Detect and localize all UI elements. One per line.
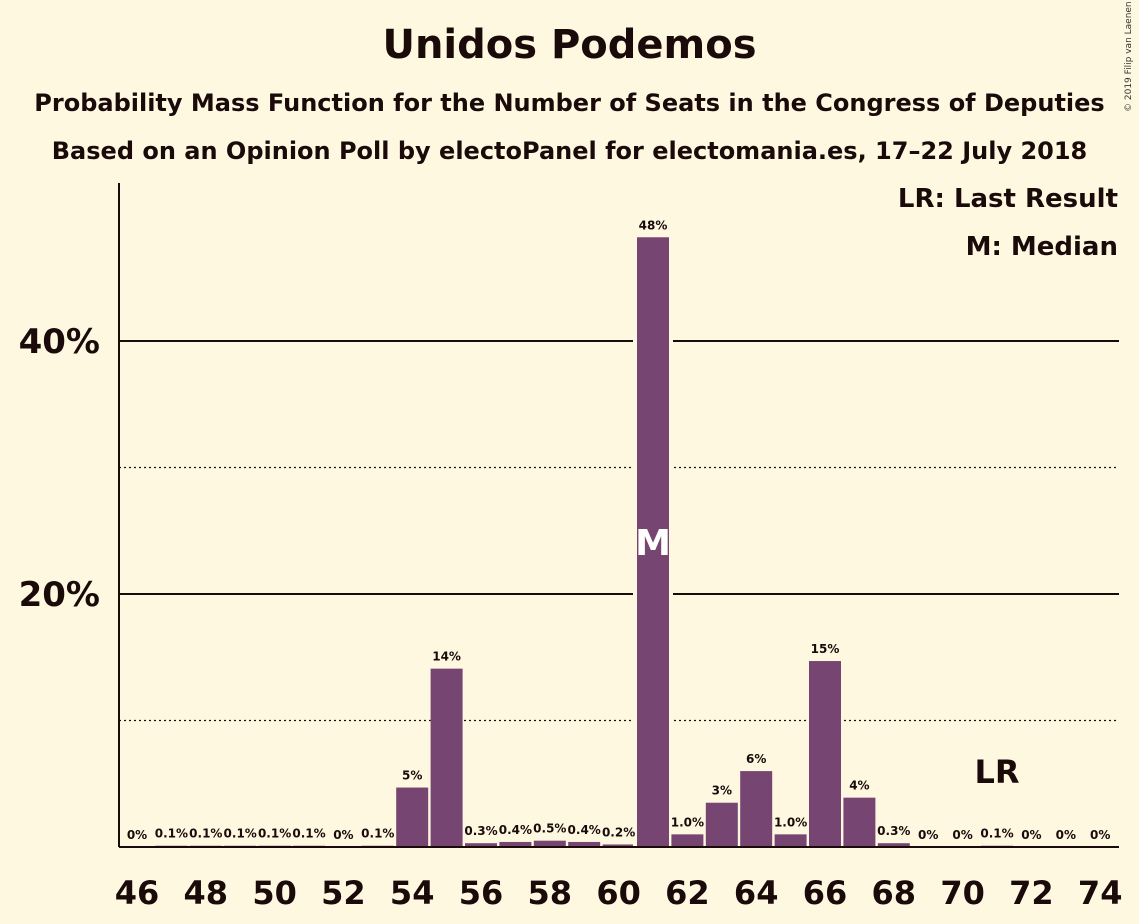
x-tick-68: 68 [872,874,917,912]
bar-label-50: 0.1% [258,827,291,841]
bar-55 [430,668,463,847]
bar-label-71: 0.1% [980,827,1013,841]
bar-label-72: 0% [1021,828,1041,842]
y-tick-labels: 20% 40% [19,322,100,615]
gridlines [119,340,1119,722]
x-tick-70: 70 [940,874,985,912]
bar-label-54: 5% [402,769,422,783]
bar-label-47: 0.1% [155,827,188,841]
x-tick-labels: 46 48 50 52 54 56 58 60 62 64 66 68 70 72 74 [115,874,1123,912]
bar-label-62: 1.0% [671,815,704,829]
bars [155,237,1013,847]
chart-subtitle: Probability Mass Function for the Number… [34,89,1105,117]
bar-58 [533,840,566,847]
bar-label-65: 1.0% [774,815,807,829]
legend-last-result: LR: Last Result [897,184,1118,214]
x-tick-58: 58 [528,874,573,912]
bar-label-53: 0.1% [361,827,394,841]
bar-63 [705,802,738,847]
bar-label-73: 0% [1056,828,1076,842]
bar-label-66: 15% [811,642,840,656]
bar-59 [568,841,601,847]
bar-64 [740,771,773,847]
x-tick-64: 64 [734,874,779,912]
x-tick-46: 46 [115,874,160,912]
bar-label-48: 0.1% [189,827,222,841]
x-tick-50: 50 [252,874,297,912]
bar-label-58: 0.5% [533,822,566,836]
chart-title: Unidos Podemos [382,22,757,68]
bar-label-55: 14% [432,650,461,664]
x-tick-66: 66 [803,874,848,912]
x-tick-62: 62 [665,874,710,912]
x-tick-52: 52 [321,874,366,912]
x-tick-56: 56 [459,874,504,912]
bar-label-63: 3% [712,784,732,798]
bar-label-67: 4% [849,779,869,793]
bar-66 [809,661,841,847]
x-tick-60: 60 [596,874,641,912]
axes [118,183,1119,848]
bar-label-49: 0.1% [224,827,257,841]
bar-56 [465,843,497,847]
bar-61 [637,237,669,847]
bar-57 [499,841,532,847]
bar-label-70: 0% [952,828,972,842]
bar-68 [877,843,910,847]
bar-65 [774,834,807,847]
last-result-marker: LR [974,753,1019,791]
median-marker: M [635,523,671,564]
bar-label-60: 0.2% [602,825,635,839]
bar-label-56: 0.3% [464,824,497,838]
bar-label-57: 0.4% [499,823,532,837]
x-tick-48: 48 [184,874,229,912]
bar-label-59: 0.4% [568,823,601,837]
bar-60 [602,844,635,847]
y-tick-40: 40% [19,322,100,362]
x-tick-74: 74 [1078,874,1123,912]
bar-67 [843,797,876,847]
legend-median: M: Median [965,232,1118,262]
bar-label-74: 0% [1090,828,1110,842]
bar-label-61: 48% [639,218,668,232]
bar-label-51: 0.1% [292,827,325,841]
bar-labels: 0% 0.1% 0.1% 0.1% 0.1% 0.1% 0% 0.1%5%14%0.3% 0.4… [127,218,1111,842]
bar-62 [671,834,704,847]
bar-54 [396,787,429,847]
markers: M LR [635,523,1019,791]
bar-label-46: 0% [127,828,147,842]
x-tick-72: 72 [1009,874,1054,912]
bar-label-64: 6% [746,752,766,766]
y-tick-20: 20% [19,575,100,615]
bar-label-69: 0% [918,828,938,842]
bar-label-68: 0.3% [877,824,910,838]
chart-source: Based on an Opinion Poll by electoPanel … [51,137,1088,165]
x-tick-54: 54 [390,874,435,912]
bar-label-52: 0% [333,828,353,842]
